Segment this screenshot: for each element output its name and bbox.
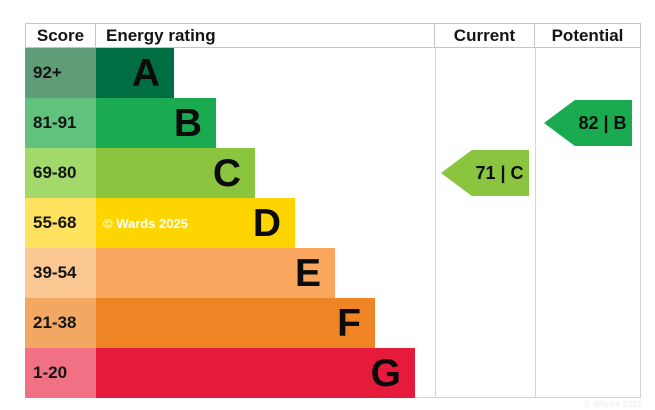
band-row: 21-38 F (25, 298, 641, 348)
band-score-cell: 55-68 (25, 198, 96, 248)
header-score: Score (26, 24, 96, 47)
band-letter: B (173, 101, 202, 145)
band-row: 55-68 D (25, 198, 641, 248)
epc-table: Score Energy rating Current Potential 92… (25, 23, 641, 398)
current-column-divider (435, 48, 436, 398)
band-letter: F (337, 301, 361, 345)
band-letter: E (294, 251, 321, 295)
wards-watermark: © Wards 2025 (103, 215, 188, 231)
header-current: Current (435, 24, 535, 47)
band-letter: C (212, 151, 241, 195)
band-row: 1-20 G (25, 348, 641, 398)
band-score-cell: 21-38 (25, 298, 96, 348)
band-score-cell: 1-20 (25, 348, 96, 398)
band-bar: F (96, 298, 375, 348)
band-bar: G (96, 348, 415, 398)
potential-column-divider (535, 48, 536, 398)
band-row: 81-91 B (25, 98, 641, 148)
band-bar: D (96, 198, 295, 248)
band-letter: A (131, 51, 160, 95)
current-rating-label: 71 | C (475, 162, 524, 183)
band-score-cell: 92+ (25, 48, 96, 98)
band-score-cell: 81-91 (25, 98, 96, 148)
chart-body: 92+ A 81-91 B 69-80 C 55-68 D 39-54 E 21… (25, 48, 641, 398)
table-right-border (640, 48, 641, 398)
band-letter: G (370, 351, 401, 395)
faint-footer-watermark: © Wards 2025 (584, 399, 643, 409)
band-score-cell: 39-54 (25, 248, 96, 298)
band-row: 39-54 E (25, 248, 641, 298)
header-energy-rating: Energy rating (96, 24, 435, 47)
band-bar: B (96, 98, 216, 148)
table-header-row: Score Energy rating Current Potential (25, 23, 641, 48)
band-bar: C (96, 148, 255, 198)
band-row: 69-80 C (25, 148, 641, 198)
band-score-cell: 69-80 (25, 148, 96, 198)
band-letter: D (252, 201, 281, 245)
band-bar: E (96, 248, 335, 298)
band-bar: A (96, 48, 174, 98)
band-row: 92+ A (25, 48, 641, 98)
potential-rating-label: 82 | B (578, 112, 627, 133)
header-potential: Potential (551, 25, 624, 45)
